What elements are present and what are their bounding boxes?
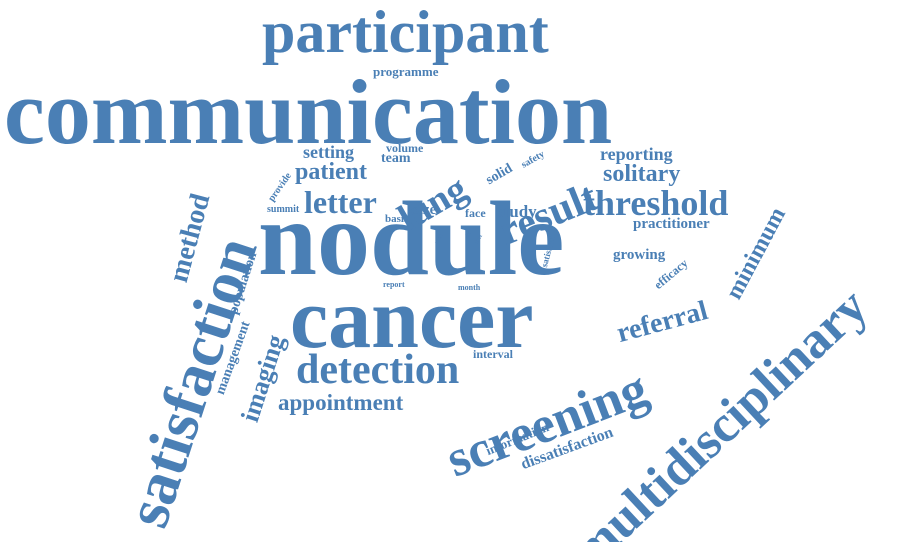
word-threshold: threshold — [583, 183, 729, 223]
word-reporting: reporting — [600, 144, 673, 164]
word-patient: patient — [295, 159, 367, 185]
word-practitioner: practitioner — [633, 216, 710, 232]
word-month: month — [458, 283, 481, 292]
word-growing: growing — [613, 247, 666, 263]
word-referral: referral — [613, 295, 712, 350]
word-cancer: cancer — [290, 270, 534, 366]
word-face: face — [465, 206, 486, 220]
word-team: team — [381, 151, 411, 166]
word-appointment: appointment — [278, 390, 404, 415]
word-interval: interval — [473, 347, 513, 361]
word-volume: volume — [386, 141, 424, 155]
word-communication: communication — [4, 61, 613, 163]
word-detection: detection — [296, 347, 460, 393]
word-basis: basis — [385, 213, 409, 225]
word-nodule: nodule — [258, 180, 565, 297]
word-minimum: minimum — [721, 203, 792, 304]
word-size: size — [413, 202, 437, 218]
word-summit: summit — [267, 204, 300, 215]
word-study: study — [497, 202, 537, 221]
word-setting: setting — [303, 142, 354, 162]
word-participant: participant — [262, 0, 549, 65]
word-programme: programme — [373, 64, 439, 79]
word-solitary: solitary — [603, 161, 681, 187]
word-report: report — [383, 280, 405, 289]
word-letter: letter — [304, 184, 377, 220]
